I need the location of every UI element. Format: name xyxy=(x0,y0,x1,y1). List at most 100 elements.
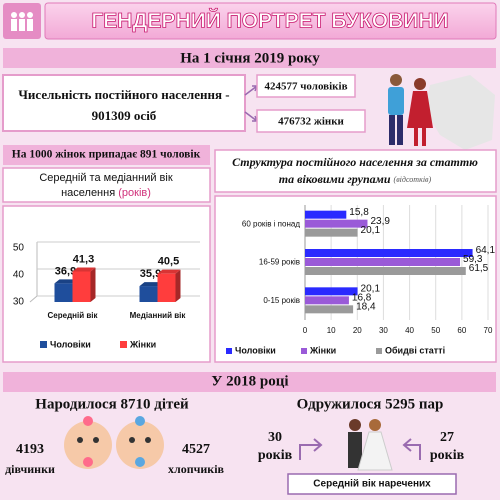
boys-label: хлопчиків xyxy=(168,462,225,476)
year-banner xyxy=(3,372,496,392)
logo-icon xyxy=(11,12,33,31)
legend-label: Чоловіки xyxy=(50,339,91,349)
bar-top xyxy=(139,282,163,287)
age-title: Середній та медіанний вік xyxy=(39,172,172,184)
structure-title: та віковими групами (відсотків) xyxy=(279,172,432,186)
y-tick-label: 16-59 років xyxy=(259,258,300,267)
bar-side xyxy=(175,269,181,302)
bar xyxy=(305,305,354,314)
age-title-word: населення xyxy=(61,187,115,199)
value-label: 15,8 xyxy=(349,207,369,218)
legend-label: Обидві статті xyxy=(385,345,445,355)
bar xyxy=(305,296,349,305)
value-label: 20,1 xyxy=(361,283,381,294)
bar-top xyxy=(54,279,78,284)
woman-figure xyxy=(407,78,433,146)
bride-age-unit: років xyxy=(430,448,465,463)
value-label: 36,9 xyxy=(55,265,76,277)
women-box xyxy=(256,109,366,133)
men-box xyxy=(256,74,356,98)
arrow-right xyxy=(402,438,421,460)
y-tick-label: 40 xyxy=(13,270,25,281)
structure-title-box xyxy=(214,149,497,193)
date-banner-text: На 1 січня 2019 року xyxy=(180,50,320,66)
x-tick-label: 0 xyxy=(303,326,308,335)
legend-swatch xyxy=(376,348,382,354)
ratio-banner xyxy=(3,145,210,165)
legend-label: Чоловіки xyxy=(235,345,276,355)
bar xyxy=(139,286,158,302)
x-tick-label: 70 xyxy=(484,326,493,335)
legend-swatch xyxy=(226,348,232,354)
bride-age: 27 xyxy=(440,430,454,445)
x-tick-label: 60 xyxy=(457,326,466,335)
bar-top xyxy=(72,267,96,272)
title: ГЕНДЕРНИЙ ПОРТРЕТ БУКОВИНИ xyxy=(91,9,448,33)
x-tick-label: 30 xyxy=(379,326,388,335)
bar-side xyxy=(90,267,96,302)
value-label: 40,5 xyxy=(158,256,179,268)
legend-swatch xyxy=(120,341,127,348)
women-count: 476732 жінки xyxy=(278,116,344,128)
bar xyxy=(305,249,473,257)
value-label: 16,8 xyxy=(352,292,372,303)
y-tick-label: 50 xyxy=(13,243,25,254)
population-label: 901309 осіб xyxy=(92,108,157,123)
groom-age: 30 xyxy=(268,430,282,445)
x-tick-label: 40 xyxy=(405,326,414,335)
x-tick-label: Середній вік xyxy=(48,311,99,320)
caption-box xyxy=(287,473,457,495)
y-tick-label: 60 років і понад xyxy=(242,219,300,228)
bar xyxy=(305,228,358,237)
man-figure xyxy=(388,74,404,145)
date-banner xyxy=(3,48,496,68)
bar xyxy=(305,219,368,228)
bar xyxy=(305,258,461,266)
structure-title-unit: (відсотків) xyxy=(394,175,432,184)
bar xyxy=(305,267,466,275)
y-tick-label: 30 xyxy=(13,297,25,308)
x-tick-label: 20 xyxy=(353,326,362,335)
groom-age-unit: років xyxy=(258,448,293,463)
men-count: 424577 чоловіків xyxy=(264,81,347,93)
title-banner xyxy=(44,2,497,40)
age-title-box xyxy=(2,167,211,203)
value-label: 61,5 xyxy=(469,263,489,274)
legend-label: Жінки xyxy=(129,339,156,349)
ratio-text: На 1000 жінок припадає 891 чоловік xyxy=(12,149,201,161)
value-label: 20,1 xyxy=(361,225,381,236)
y-tick-label: 0-15 років xyxy=(263,296,300,305)
age-title: населення (років) xyxy=(61,187,151,199)
year-banner-text: У 2018 році xyxy=(211,373,288,389)
structure-title-word: та віковими групами xyxy=(279,172,391,186)
births-title: Народилося 8710 дітей xyxy=(35,396,189,412)
x-tick-label: 50 xyxy=(431,326,440,335)
legend-swatch xyxy=(40,341,47,348)
value-label: 41,3 xyxy=(73,253,94,265)
bar xyxy=(54,283,73,302)
map xyxy=(425,75,495,150)
x-tick-label: Медіанний вік xyxy=(130,311,187,320)
bar xyxy=(305,287,358,296)
bar-top xyxy=(157,269,181,274)
bar xyxy=(305,210,347,219)
population-label: Чисельність постійного населення - xyxy=(18,87,229,102)
structure-title: Структура постійного населення за статтю xyxy=(232,155,478,169)
boys-count: 4527 xyxy=(182,442,210,457)
arrow-left xyxy=(299,438,323,460)
marriages-caption: Середній вік наречених xyxy=(313,479,431,490)
couple xyxy=(348,419,393,471)
marriages-title: Одружилося 5295 пар xyxy=(297,396,444,412)
girls-label: дівчинки xyxy=(5,462,55,476)
value-label: 59,3 xyxy=(463,254,483,265)
girls-count: 4193 xyxy=(16,442,44,457)
age-title-unit: (років) xyxy=(118,187,151,199)
bar xyxy=(72,271,91,302)
legend-swatch xyxy=(301,348,307,354)
legend-label: Жінки xyxy=(309,345,336,355)
population-box xyxy=(2,74,246,132)
baby-boy xyxy=(116,416,164,469)
value-label: 23,9 xyxy=(370,216,390,227)
value-label: 18,4 xyxy=(356,301,376,312)
